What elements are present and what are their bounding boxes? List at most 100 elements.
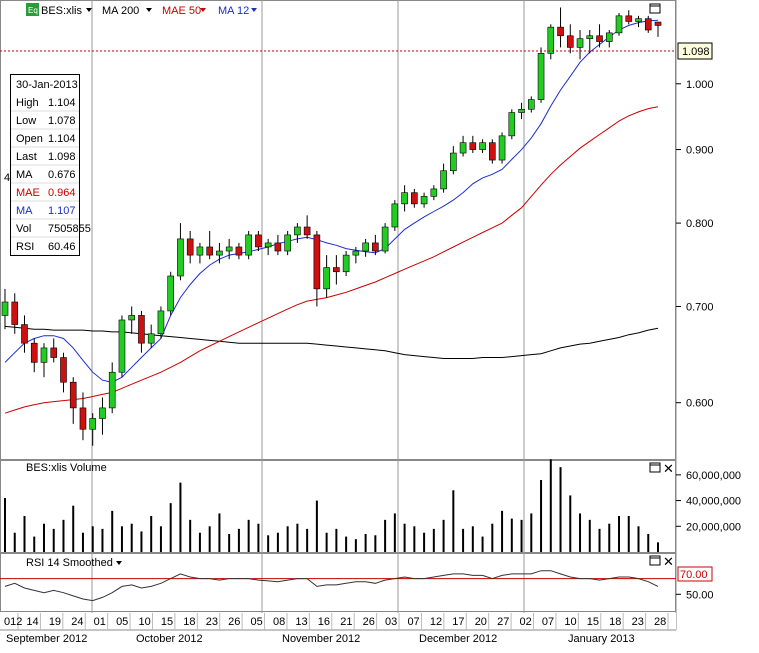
candle-body	[313, 234, 321, 290]
candle-body	[342, 254, 350, 273]
info-box: 30-Jan-2013 High 1.104 Low 1.078 Open 1.104 La…	[10, 74, 91, 256]
indicator-mae50-label[interactable]: MAE 50	[162, 5, 201, 17]
last-price-label: 1.098	[682, 46, 710, 58]
candle-body	[186, 238, 194, 256]
candle-body	[128, 315, 136, 321]
info-row-label: Vol	[16, 223, 31, 235]
indicator-ma200-label[interactable]: MA 200	[102, 5, 139, 17]
price-tick-label: 0.600	[686, 398, 714, 410]
price-panel-border	[0, 0, 676, 460]
candle-body	[498, 135, 506, 161]
candle-body	[391, 203, 399, 228]
x-day-label: 13	[295, 616, 307, 628]
candle-body	[489, 142, 496, 161]
candle-body	[469, 142, 477, 150]
rsi-tick-label: 50.00	[686, 589, 714, 601]
candle-body	[108, 371, 116, 409]
candle-body	[635, 18, 642, 22]
candle-body	[89, 418, 97, 430]
candle-body	[557, 26, 564, 37]
x-month-label: January 2013	[568, 633, 635, 645]
marks-layer	[0, 7, 676, 602]
candle-body	[566, 35, 574, 48]
indicator-mae50-dropdown-icon[interactable]	[200, 8, 206, 12]
rsi-close-icon[interactable]: ✕	[663, 554, 674, 569]
x-day-label: 15	[587, 616, 599, 628]
candle-body	[60, 357, 67, 383]
info-row-label: MA	[16, 205, 33, 217]
x-day-label: 28	[654, 616, 666, 628]
equity-badge	[26, 3, 39, 16]
candle-body	[547, 26, 555, 54]
volume-close-icon[interactable]: ✕	[663, 461, 674, 476]
candle-body	[586, 35, 594, 39]
candle-body	[381, 226, 389, 252]
indicator-ma200-dropdown-icon[interactable]	[146, 8, 152, 12]
candle-body	[518, 108, 525, 113]
candle-body	[605, 32, 613, 42]
symbol-dropdown-icon[interactable]	[86, 8, 92, 12]
candle-body	[303, 226, 311, 236]
candle-body	[245, 234, 252, 256]
info-row-label: Open	[16, 133, 43, 145]
x-day-label: 26	[363, 616, 375, 628]
symbol-label[interactable]: BES:xlis	[41, 5, 82, 17]
x-day-label: 23	[632, 616, 644, 628]
x-day-label: 05	[251, 616, 263, 628]
x-axis: 012 14 19 24 01 05 10 15 18 23 26 05 08 13 16 21 26 03 07 1…	[4, 613, 669, 645]
candle-body	[644, 18, 652, 31]
rsi-line	[4, 570, 659, 602]
rsi-dropdown-icon[interactable]	[116, 561, 122, 565]
candle-body	[352, 250, 360, 256]
volume-tick-label: 40,000,000	[686, 496, 741, 508]
candle-body	[69, 381, 77, 409]
candle-body	[118, 319, 126, 373]
volume-maximize-icon[interactable]	[649, 462, 661, 473]
candle-body	[537, 53, 545, 100]
x-day-label: 18	[609, 616, 621, 628]
last-price-badge	[677, 42, 713, 60]
rsi-panel-title[interactable]: RSI 14 Smoothed	[26, 557, 113, 569]
candle-body	[596, 35, 603, 42]
indicator-ma12-dropdown-icon[interactable]	[251, 8, 257, 12]
volume-tick-label: 60,000,000	[686, 470, 741, 482]
info-row-value: 1.098	[48, 151, 76, 163]
info-date: 30-Jan-2013	[16, 79, 78, 91]
indicator-ma12-label[interactable]: MA 12	[218, 5, 249, 17]
price-maximize-icon[interactable]	[649, 3, 661, 14]
candle-body	[225, 246, 233, 252]
candle-body	[206, 246, 213, 256]
candle-body	[372, 242, 379, 252]
x-day-label: 17	[452, 616, 464, 628]
candle-body	[459, 142, 467, 154]
candle-body	[11, 301, 19, 325]
x-day-label: 02	[520, 616, 532, 628]
info-row-value: 1.078	[48, 115, 76, 127]
info-row-label: RSI	[16, 241, 34, 253]
x-day-label: 012	[4, 616, 22, 628]
candle-body	[576, 38, 584, 48]
mae50-line	[4, 106, 659, 414]
x-day-label: 01	[94, 616, 106, 628]
candle-body	[147, 333, 155, 344]
rsi-maximize-icon[interactable]	[649, 555, 661, 566]
x-day-label: 16	[318, 616, 330, 628]
x-day-label: 23	[206, 616, 218, 628]
candle-body	[362, 242, 369, 252]
info-row-label: Last	[16, 151, 37, 163]
candle-body	[430, 188, 438, 197]
candle-body	[157, 310, 165, 335]
x-day-label: 07	[542, 616, 554, 628]
info-row-value: 1.104	[48, 133, 76, 145]
rsi-level-badge	[677, 566, 713, 582]
candle-body	[625, 15, 633, 22]
candle-body	[479, 142, 486, 150]
x-day-label: 24	[71, 616, 83, 628]
candle-body	[333, 267, 340, 273]
x-day-label: 15	[161, 616, 173, 628]
candle-body	[1, 301, 9, 316]
x-month-label: November 2012	[282, 633, 360, 645]
candle-body	[527, 99, 535, 110]
x-month-label: October 2012	[136, 633, 203, 645]
